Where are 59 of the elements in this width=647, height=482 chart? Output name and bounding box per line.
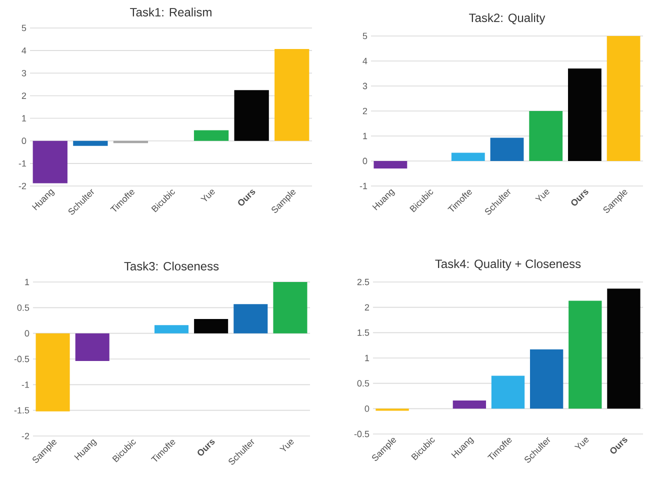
chart-title: Task2: Quality	[469, 13, 546, 24]
bar	[451, 152, 485, 161]
y-tick-label: 3	[362, 82, 368, 90]
bar	[32, 140, 68, 184]
bar	[194, 130, 229, 141]
x-tick-label: Yue	[200, 190, 215, 202]
y-tick-label: -1	[18, 160, 26, 167]
chart-title: Task4: Quality + Closeness	[435, 259, 581, 270]
bar	[607, 288, 640, 409]
bar	[73, 140, 108, 146]
bar	[194, 318, 228, 334]
y-tick-label: 5	[22, 24, 26, 32]
y-tick-label: 0	[24, 330, 30, 337]
y-tick-label: 2	[362, 108, 368, 114]
bar	[490, 138, 524, 161]
y-tick-label: 0.5	[17, 304, 30, 311]
y-tick-label: 5	[362, 32, 368, 40]
bar	[568, 300, 602, 409]
bar	[491, 376, 525, 409]
y-tick-label: -2	[18, 182, 26, 190]
bar	[154, 325, 189, 334]
y-tick-label: -0.5	[354, 430, 370, 438]
bar	[75, 333, 110, 362]
bar	[606, 36, 640, 161]
y-tick-label: -0.5	[14, 356, 30, 362]
bar	[274, 48, 310, 141]
x-tick-label: Yue	[279, 440, 294, 452]
bar	[452, 400, 486, 409]
y-tick-label: -1	[360, 182, 368, 190]
y-tick-label: 1.5	[358, 330, 370, 336]
y-tick-label: 0	[364, 405, 370, 412]
x-tick-label: Yue	[574, 438, 589, 450]
bar	[36, 333, 70, 412]
bar	[530, 349, 564, 409]
y-tick-label: 4	[22, 47, 26, 54]
y-tick-label: 1	[363, 132, 368, 140]
bar	[234, 90, 269, 141]
bar	[529, 110, 563, 161]
y-tick-label: 0.5	[357, 380, 370, 387]
bar	[568, 68, 602, 161]
bar	[374, 160, 408, 168]
y-tick-label: 2.5	[357, 278, 370, 286]
x-tick-label: Yue	[535, 190, 550, 202]
chart-title: Task1: Realism	[130, 8, 212, 16]
y-tick-label: 0	[362, 158, 368, 164]
y-tick-label: -2	[22, 432, 30, 440]
y-tick-label: 0	[22, 138, 26, 144]
y-tick-label: 3	[22, 70, 26, 76]
y-tick-label: 2	[22, 92, 26, 99]
y-tick-label: 1	[365, 354, 370, 362]
chart-title: Task3: Closeness	[124, 262, 219, 270]
y-tick-label: 1	[22, 115, 26, 122]
bar	[273, 282, 308, 334]
y-tick-label: 1	[25, 278, 30, 286]
y-tick-label: 4	[362, 58, 368, 64]
y-tick-label: 2	[364, 304, 370, 310]
y-tick-label: -1.5	[14, 407, 30, 414]
y-tick-label: -1	[22, 382, 30, 388]
bar	[234, 304, 268, 334]
